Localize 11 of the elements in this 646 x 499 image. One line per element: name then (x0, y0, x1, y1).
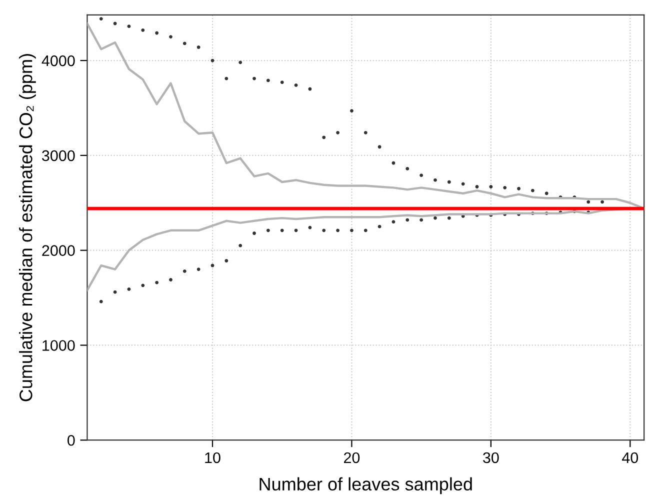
x-tick-label: 30 (483, 452, 499, 464)
y-tick-label: 3000 (42, 150, 75, 162)
y-tick-label: 0 (68, 434, 75, 446)
x-tick-label: 40 (622, 452, 638, 464)
x-tick-label: 10 (205, 452, 220, 464)
x-tick-label: 20 (344, 452, 360, 464)
x-axis-title: Number of leaves sampled (260, 477, 472, 494)
y-tick-label: 1000 (42, 340, 75, 351)
y-axis-title: Cumulative median of estimated CO₂ (ppm) (19, 54, 36, 402)
y-tick-label: 4000 (42, 55, 75, 66)
y-tick-label: 2000 (42, 245, 75, 256)
